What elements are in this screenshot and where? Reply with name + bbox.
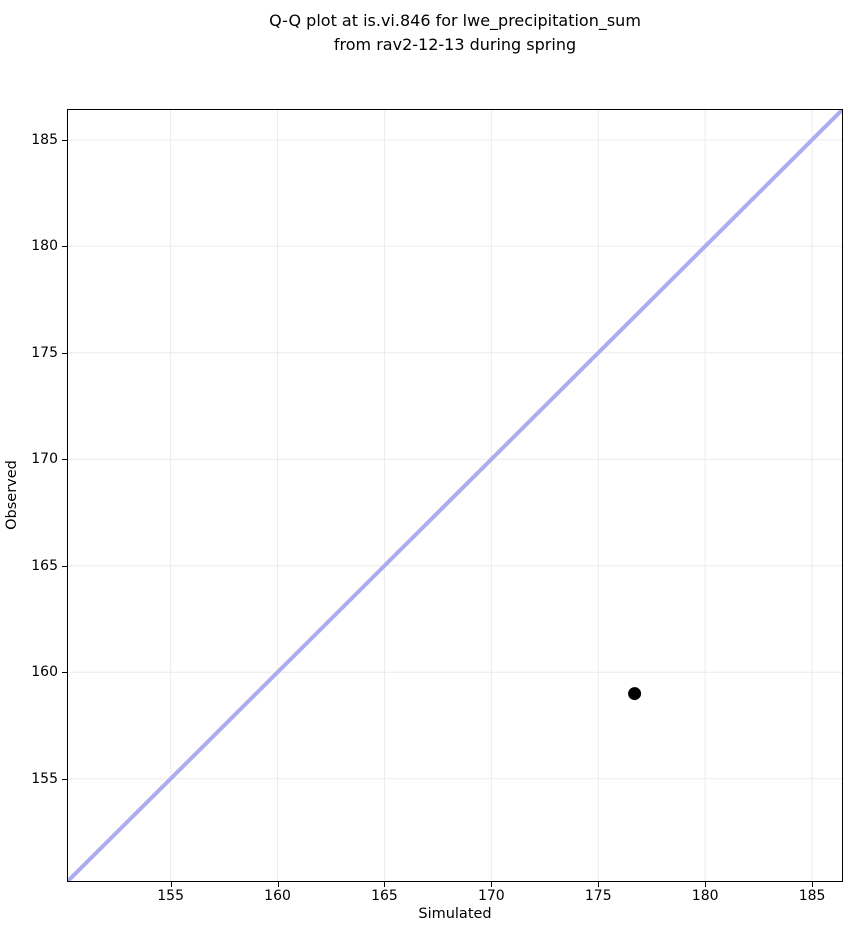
x-tick-label: 175 [584,888,612,904]
x-tick-mark [705,882,707,887]
y-tick-label: 160 [31,664,58,681]
x-tick-label: 180 [691,888,719,904]
x-tick-mark [384,882,386,887]
x-tick-mark [277,882,279,887]
x-tick-label: 165 [371,888,398,904]
chart-title: Q-Q plot at is.vi.846 for lwe_precipitat… [269,11,641,54]
y-tick-label: 155 [31,770,58,787]
x-axis-label: Simulated [418,906,492,922]
y-tick-mark [62,246,67,248]
identity-line [68,110,842,881]
y-tick-label: 185 [31,131,58,148]
y-tick-label: 175 [31,344,58,361]
y-tick-mark [62,672,67,674]
y-tick-mark [62,778,67,780]
plot-area [67,109,843,882]
x-tick-mark [598,882,600,887]
y-tick-mark [62,352,67,354]
x-tick-mark [170,882,172,887]
y-tick-label: 170 [31,451,58,468]
x-tick-label: 160 [264,888,291,904]
plot-canvas [68,110,842,881]
y-tick-mark [62,139,67,141]
x-tick-label: 155 [157,888,184,904]
y-tick-label: 165 [31,557,58,574]
y-tick-mark [62,565,67,567]
y-tick-mark [62,459,67,461]
y-tick-label: 180 [31,238,58,255]
x-tick-label: 185 [798,888,826,904]
x-tick-mark [491,882,493,887]
data-point [628,687,642,701]
x-tick-mark [812,882,814,887]
x-tick-label: 170 [477,888,505,904]
